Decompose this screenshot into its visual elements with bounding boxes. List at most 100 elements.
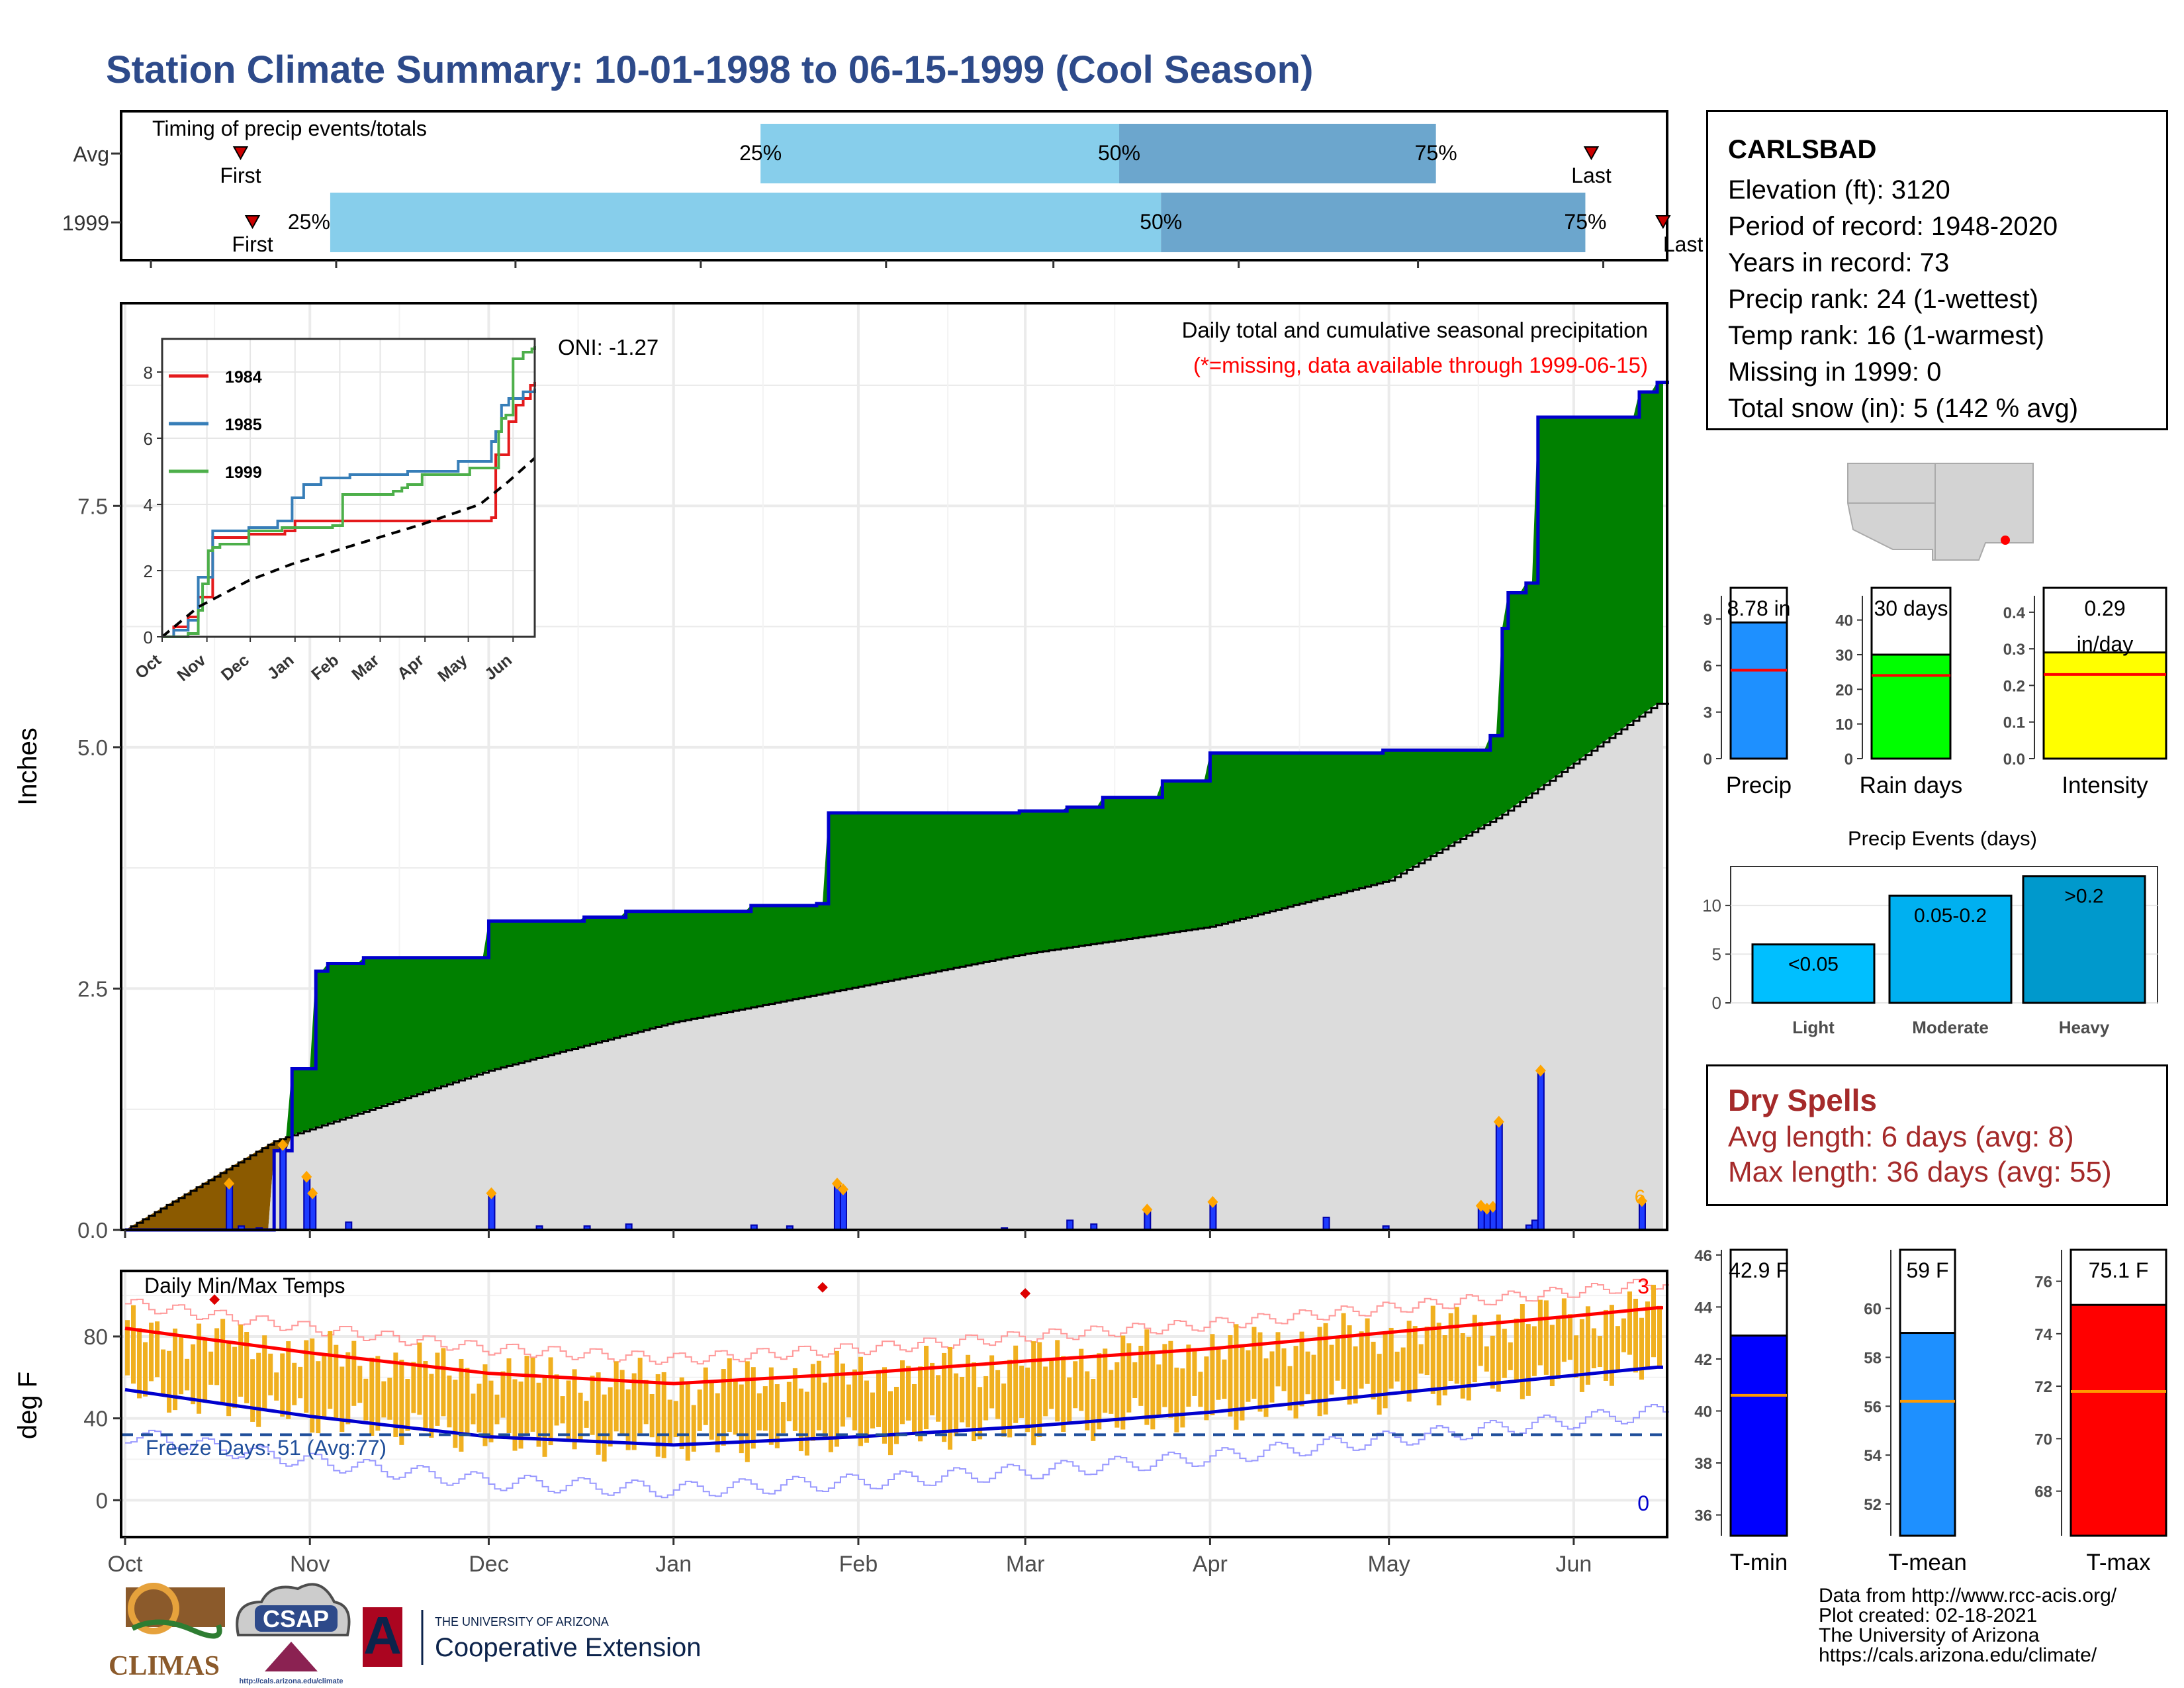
inset-bg bbox=[162, 339, 535, 637]
daily-temp-bar bbox=[1561, 1298, 1567, 1362]
heavy-event-marker bbox=[1636, 1195, 1647, 1207]
freeze-days-label: Freeze Days: 51 (Avg:77) bbox=[146, 1436, 387, 1460]
daily-temp-bar bbox=[1490, 1335, 1495, 1389]
daily-temp-bar bbox=[1400, 1347, 1406, 1393]
heavy-event-marker bbox=[301, 1170, 312, 1183]
daily-temp-bar bbox=[435, 1352, 440, 1426]
climas-logo-wave bbox=[131, 1619, 222, 1639]
daily-temp-bar bbox=[1323, 1323, 1328, 1415]
tmax-bar bbox=[2070, 1303, 2167, 1537]
daily-temp-bar bbox=[1001, 1383, 1007, 1437]
daily-temp-bar bbox=[459, 1358, 464, 1452]
daily-temp-bar bbox=[697, 1389, 702, 1431]
side-y-tick-label: 68 bbox=[2034, 1483, 2052, 1501]
daily-temp-bar bbox=[978, 1387, 983, 1440]
month-tick-label: Oct bbox=[108, 1552, 143, 1577]
precip-total-axis-label: Precip bbox=[1726, 773, 1792, 798]
daily-temp-bar bbox=[1049, 1360, 1054, 1409]
side-y-tick-label: 0.4 bbox=[2003, 604, 2026, 622]
daily-temp-bar bbox=[948, 1346, 953, 1450]
daily-temp-bar bbox=[179, 1336, 184, 1395]
daily-temp-bar bbox=[399, 1360, 404, 1445]
intensity-axis-label: Intensity bbox=[2062, 773, 2148, 798]
heavy-event-marker bbox=[1142, 1203, 1153, 1216]
last-marker bbox=[1583, 146, 1600, 161]
daily-temp-bar bbox=[995, 1370, 1001, 1419]
daily-temp-bar bbox=[1609, 1305, 1614, 1386]
timing-bar-50-75 bbox=[1161, 193, 1586, 252]
daily-temp-bar bbox=[887, 1391, 893, 1456]
side-y-tick-label: 40 bbox=[1835, 612, 1853, 630]
side-y-tick-label: 3 bbox=[1704, 704, 1712, 722]
daily-temp-bar bbox=[1204, 1356, 1209, 1421]
daily-temp-bar bbox=[411, 1362, 416, 1413]
daily-temp-bar bbox=[566, 1380, 571, 1440]
daily-temp-bar bbox=[220, 1319, 226, 1404]
daily-temp-bar bbox=[1448, 1313, 1453, 1382]
precip-subtitle: Daily total and cumulative seasonal prec… bbox=[1182, 318, 1648, 342]
daily-temp-bar bbox=[1299, 1331, 1304, 1407]
precip-y-tick-label: 7.5 bbox=[77, 494, 108, 518]
daily-temp-bar bbox=[1073, 1361, 1078, 1409]
side-y-tick-label: 0 bbox=[1844, 751, 1853, 769]
daily-temp-bar bbox=[924, 1346, 929, 1430]
daily-temp-bar bbox=[387, 1378, 392, 1420]
daily-precip-bar bbox=[1066, 1219, 1074, 1231]
daily-temp-bar bbox=[1585, 1306, 1590, 1385]
daily-temp-bar bbox=[1454, 1307, 1459, 1384]
daily-temp-bar bbox=[1525, 1324, 1531, 1396]
daily-temp-bar bbox=[1412, 1326, 1418, 1391]
daily-temp-bar bbox=[304, 1340, 309, 1413]
daily-temp-bar bbox=[709, 1382, 714, 1440]
daily-temp-bar bbox=[1377, 1354, 1382, 1415]
heavy-event-marker bbox=[831, 1178, 842, 1190]
daily-temp-bar bbox=[983, 1376, 989, 1421]
side-y-tick-label: 40 bbox=[1694, 1403, 1712, 1421]
month-tick-label: Jan bbox=[655, 1552, 692, 1577]
daily-temp-bar bbox=[1019, 1366, 1024, 1419]
daily-temp-bar bbox=[310, 1338, 315, 1433]
daily-temp-bar bbox=[1109, 1370, 1114, 1414]
daily-temp-bar bbox=[1502, 1329, 1507, 1378]
daily-temp-bar bbox=[745, 1361, 750, 1462]
events-y-tick-label: 10 bbox=[1702, 896, 1721, 915]
daily-temp-bar bbox=[274, 1372, 279, 1401]
daily-temp-bar bbox=[1234, 1324, 1239, 1430]
daily-temp-bar bbox=[1222, 1359, 1227, 1399]
tmin-value-label: 42.9 F bbox=[1729, 1258, 1789, 1282]
heavy-event-marker bbox=[307, 1187, 318, 1199]
daily-temp-bar bbox=[500, 1371, 506, 1418]
daily-temp-bar bbox=[942, 1352, 947, 1442]
inset-frame bbox=[161, 338, 536, 638]
last-label: Last bbox=[1571, 164, 1612, 187]
daily-temp-bar bbox=[846, 1384, 851, 1418]
record-high-marker bbox=[817, 1282, 828, 1293]
dry-spells-max: Max length: 36 days (avg: 55) bbox=[1728, 1156, 2112, 1188]
inset-y-tick-label: 8 bbox=[144, 363, 153, 383]
record-high-marker bbox=[1020, 1288, 1031, 1299]
dry-spells-avg: Avg length: 6 days (avg: 8) bbox=[1728, 1121, 2074, 1153]
daily-temp-bar bbox=[1549, 1325, 1555, 1387]
daily-temp-bar bbox=[197, 1323, 202, 1414]
heavy-event-marker bbox=[277, 1139, 289, 1151]
inset-legend-label: 1985 bbox=[225, 416, 262, 434]
daily-temp-bar bbox=[155, 1321, 160, 1378]
inset-average-line bbox=[161, 457, 536, 638]
daily-temp-bar bbox=[1085, 1371, 1090, 1430]
daily-temp-bar bbox=[1269, 1351, 1275, 1403]
daily-precip-bar bbox=[303, 1176, 311, 1231]
info-line: Elevation (ft): 3120 bbox=[1728, 175, 1950, 205]
daily-temp-bar bbox=[858, 1356, 863, 1446]
daily-temp-bar bbox=[1615, 1326, 1620, 1370]
daily-temp-bar bbox=[1115, 1362, 1120, 1428]
daily-temp-bar bbox=[1651, 1284, 1656, 1358]
record-high-marker bbox=[209, 1294, 220, 1305]
side-y-tick-label: 0.3 bbox=[2003, 641, 2025, 659]
daily-precip-bar bbox=[1537, 1070, 1545, 1231]
tmax-value-label: 75.1 F bbox=[2089, 1258, 2149, 1282]
daily-temp-bar bbox=[393, 1352, 398, 1437]
daily-temp-bar bbox=[143, 1342, 148, 1397]
daily-temp-bar bbox=[1520, 1304, 1525, 1399]
events-y-tick-label: 5 bbox=[1712, 944, 1721, 964]
side-y-tick-label: 20 bbox=[1835, 681, 1853, 699]
